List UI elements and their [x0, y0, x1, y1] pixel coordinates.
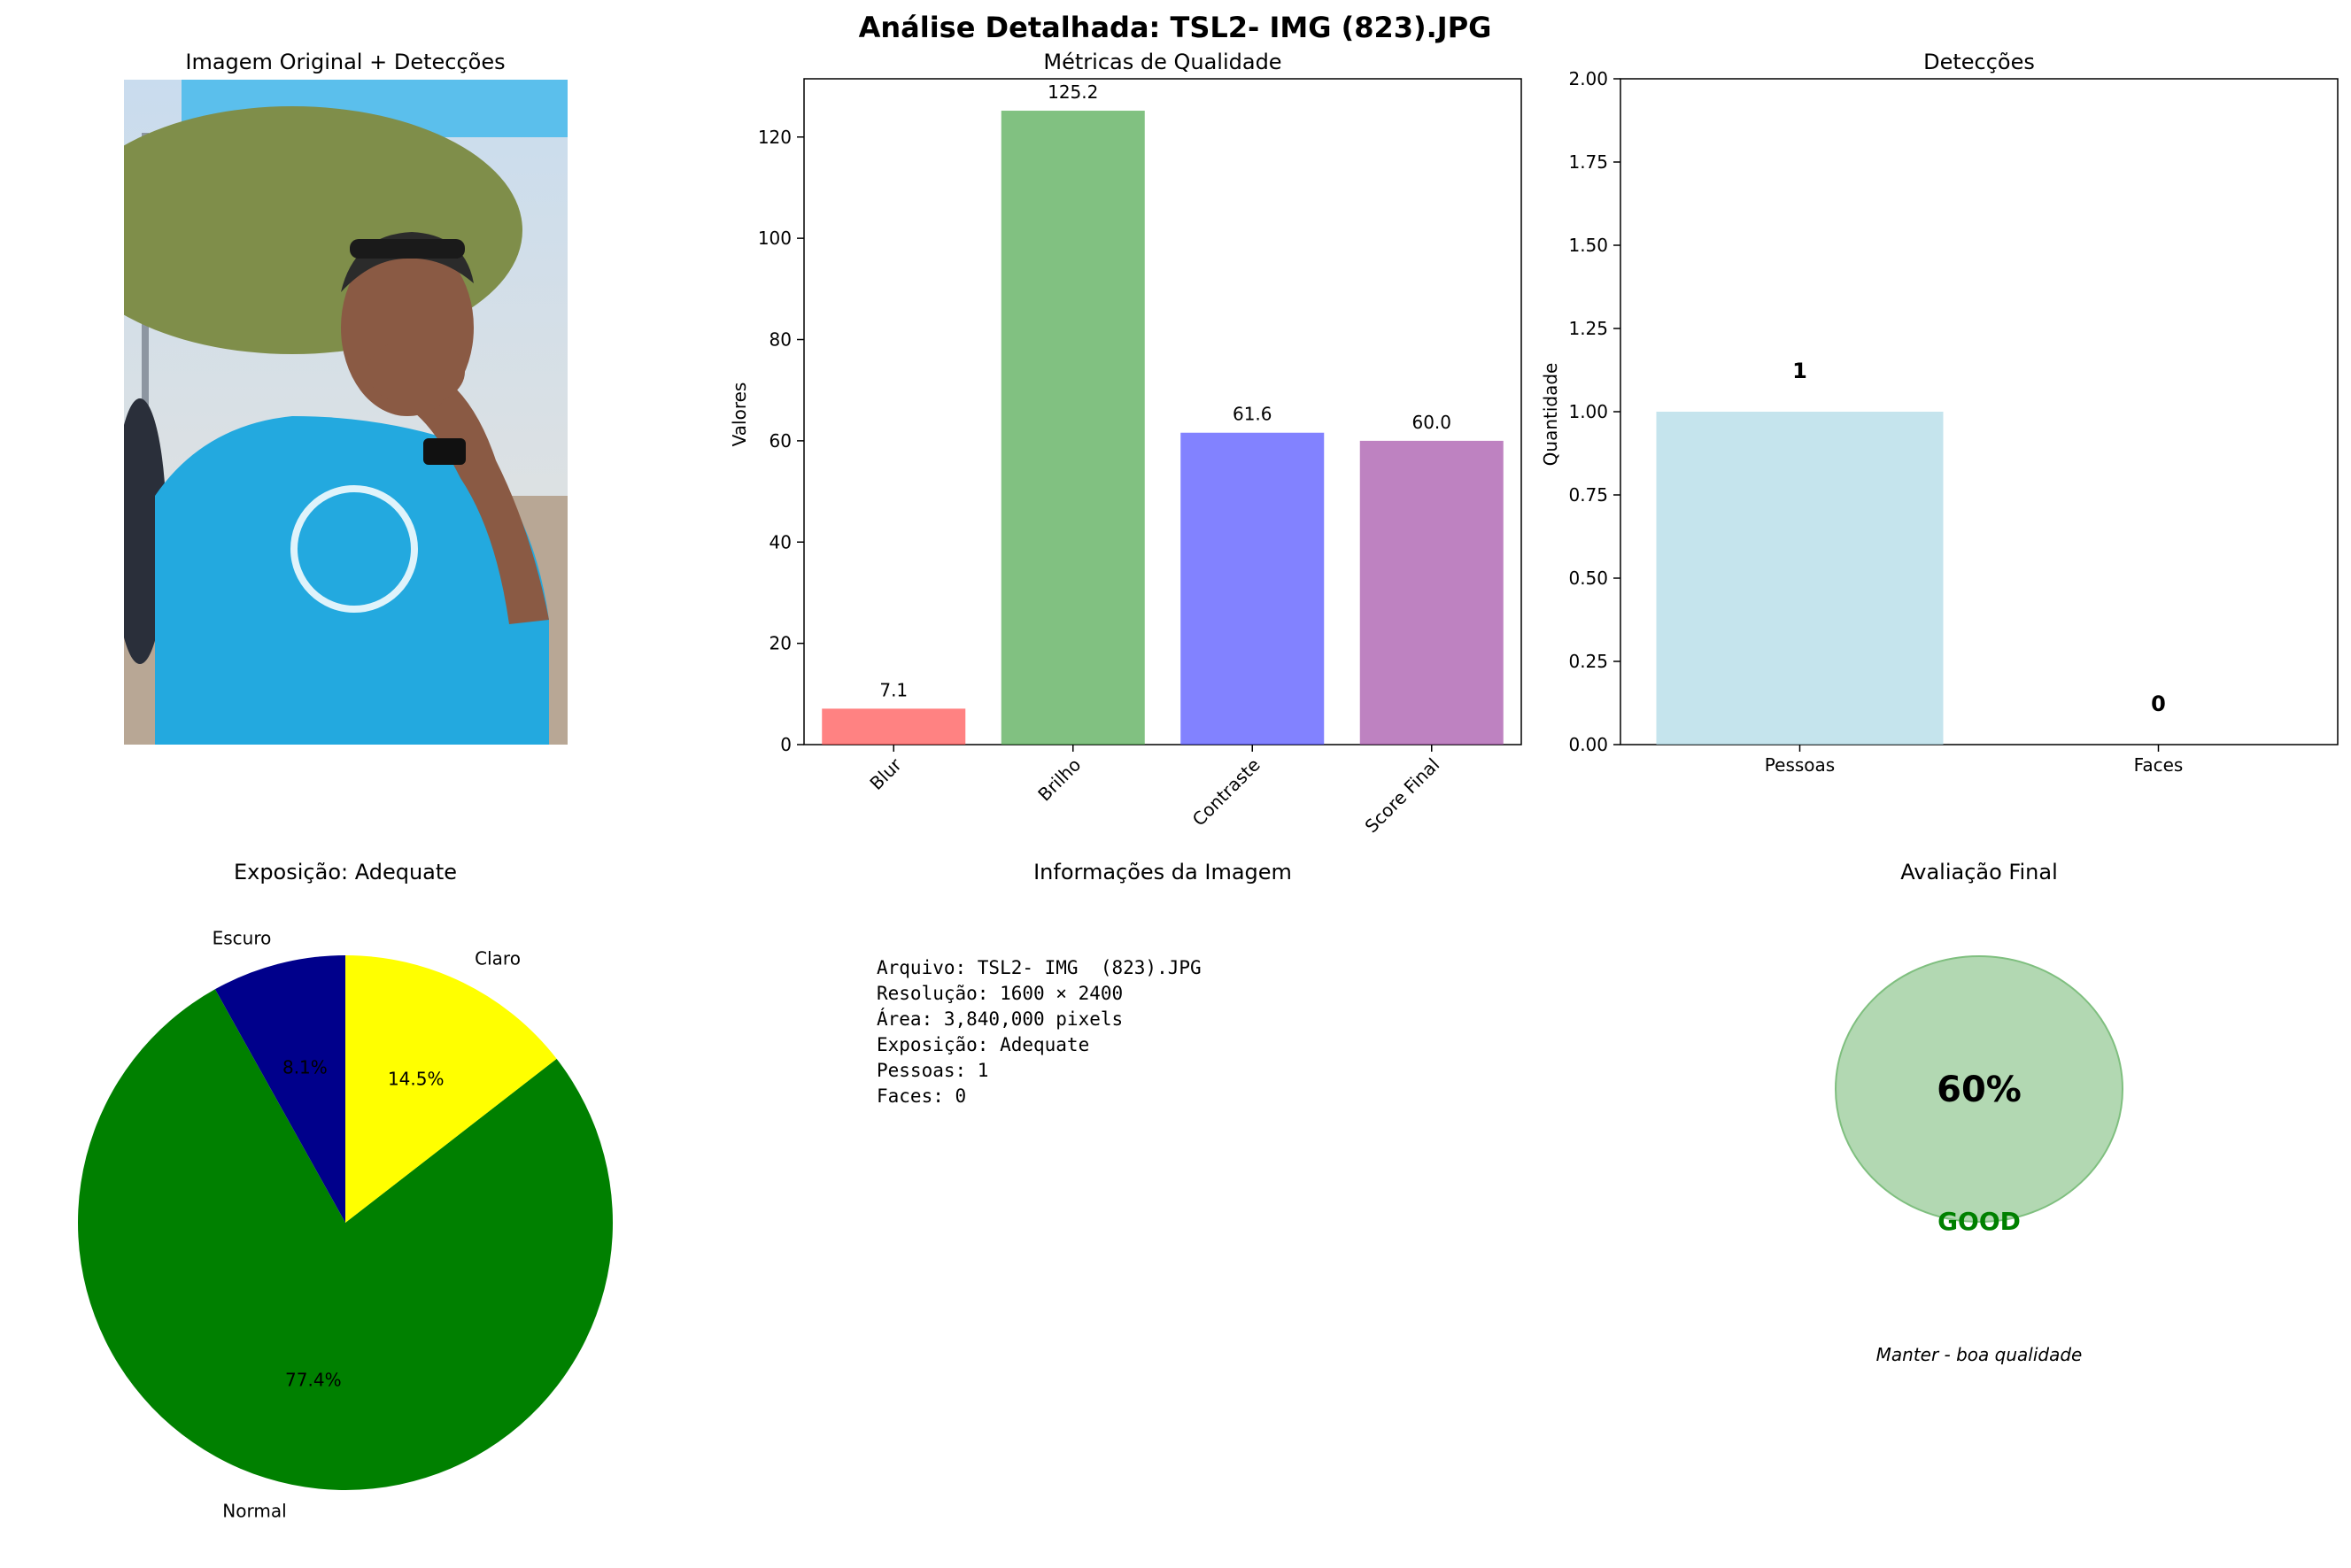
y-tick-label: 1.00 [1568, 401, 1608, 422]
bar-contraste [1180, 432, 1325, 745]
bar-brilho [1001, 111, 1145, 745]
photo-shirt-logo [290, 485, 418, 613]
photo [124, 80, 568, 745]
pie-pct-label: 8.1% [282, 1057, 328, 1078]
y-tick-label: 1.25 [1568, 318, 1608, 339]
y-tick-label: 20 [769, 633, 792, 654]
x-tick-label: Pessoas [1765, 754, 1835, 776]
y-tick-label: 0 [780, 734, 792, 755]
value-label: 61.6 [1233, 404, 1272, 425]
x-tick-label: Contraste [1188, 754, 1264, 830]
info-text-block: Arquivo: TSL2- IMG (823).JPG Resolução: 1… [877, 957, 1202, 1107]
info-panel-title: Informações da Imagem [1033, 860, 1292, 884]
info-line: Exposição: Adequate [877, 1034, 1089, 1055]
grade-label: GOOD [1937, 1207, 2021, 1236]
exposure-pie-chart: Escuro 8.1% Normal 77.4% Claro 14.5% [78, 927, 614, 1522]
info-line: Arquivo: TSL2- IMG (823).JPG [877, 957, 1202, 978]
score-circle [1835, 955, 2123, 1223]
info-line: Área: 3,840,000 pixels [877, 1008, 1123, 1030]
metrics-chart-title: Métricas de Qualidade [1043, 50, 1281, 74]
figure-title: Análise Detalhada: TSL2- IMG (823).JPG [859, 11, 1492, 44]
bar-blur [822, 708, 966, 745]
y-tick-label: 1.75 [1568, 151, 1608, 173]
x-tick-label: Score Final [1361, 754, 1444, 838]
y-tick-label: 0.75 [1568, 484, 1608, 506]
score-value: 60% [1937, 1070, 2022, 1110]
value-label: 60.0 [1411, 412, 1451, 433]
y-tick-label: 40 [769, 531, 792, 552]
final-panel-title: Avaliação Final [1900, 860, 2058, 884]
photo-shirt [155, 416, 549, 745]
x-tick-label: Blur [865, 753, 906, 794]
photo-hand [367, 338, 465, 406]
x-tick-label: Brilho [1033, 754, 1085, 806]
pie-slice-normal [78, 989, 614, 1490]
detections-ylabel: Quantidade [1540, 363, 1561, 467]
plot-frame [803, 78, 1522, 745]
info-line: Resolução: 1600 × 2400 [877, 983, 1123, 1004]
bar-pessoas [1656, 412, 1944, 745]
y-tick-label: 2.00 [1568, 68, 1608, 89]
y-tick-label: 0.25 [1568, 651, 1608, 672]
pie-label: Escuro [213, 927, 272, 948]
pie-pct-label: 77.4% [285, 1370, 342, 1391]
info-line: Faces: 0 [877, 1085, 966, 1107]
pie-slice-claro [345, 955, 557, 1223]
value-label: 7.1 [879, 679, 908, 700]
exposure-chart-title: Exposição: Adequate [234, 860, 457, 884]
y-tick-label: 0.50 [1568, 568, 1608, 589]
detections-chart-title: Detecções [1923, 50, 2035, 74]
x-tick-label: Faces [2134, 754, 2184, 776]
pie-label: Normal [222, 1501, 286, 1522]
value-label: 125.2 [1048, 81, 1098, 103]
recommendation-text: Manter - boa qualidade [1876, 1344, 2083, 1365]
y-tick-label: 1.50 [1568, 235, 1608, 256]
bar-score-final [1359, 440, 1504, 745]
photo-watch [423, 438, 466, 465]
y-tick-label: 100 [758, 228, 792, 249]
pie-pct-label: 14.5% [388, 1068, 445, 1089]
metrics-bar-chart: 0 20 40 60 80 100 120 Blur 7.1 Brilho 125.2 Contras… [758, 78, 1522, 838]
metrics-ylabel: Valores [729, 382, 750, 447]
image-panel-title: Imagem Original + Detecções [185, 50, 505, 74]
y-tick-label: 0.00 [1568, 734, 1608, 755]
y-tick-label: 120 [758, 127, 792, 148]
detections-bar-chart: 0.00 0.25 0.50 0.75 1.00 1.25 1.50 1.75 2.00 Pess… [1568, 68, 2339, 776]
value-label: 0 [2151, 691, 2166, 716]
value-label: 1 [1792, 359, 1807, 383]
photo-sunglasses [350, 239, 465, 259]
y-tick-label: 60 [769, 430, 792, 452]
photo-arm [407, 363, 549, 624]
y-tick-label: 80 [769, 329, 792, 351]
info-line: Pessoas: 1 [877, 1060, 988, 1081]
pie-label: Claro [475, 948, 521, 969]
pie-slice-escuro [214, 955, 345, 1223]
